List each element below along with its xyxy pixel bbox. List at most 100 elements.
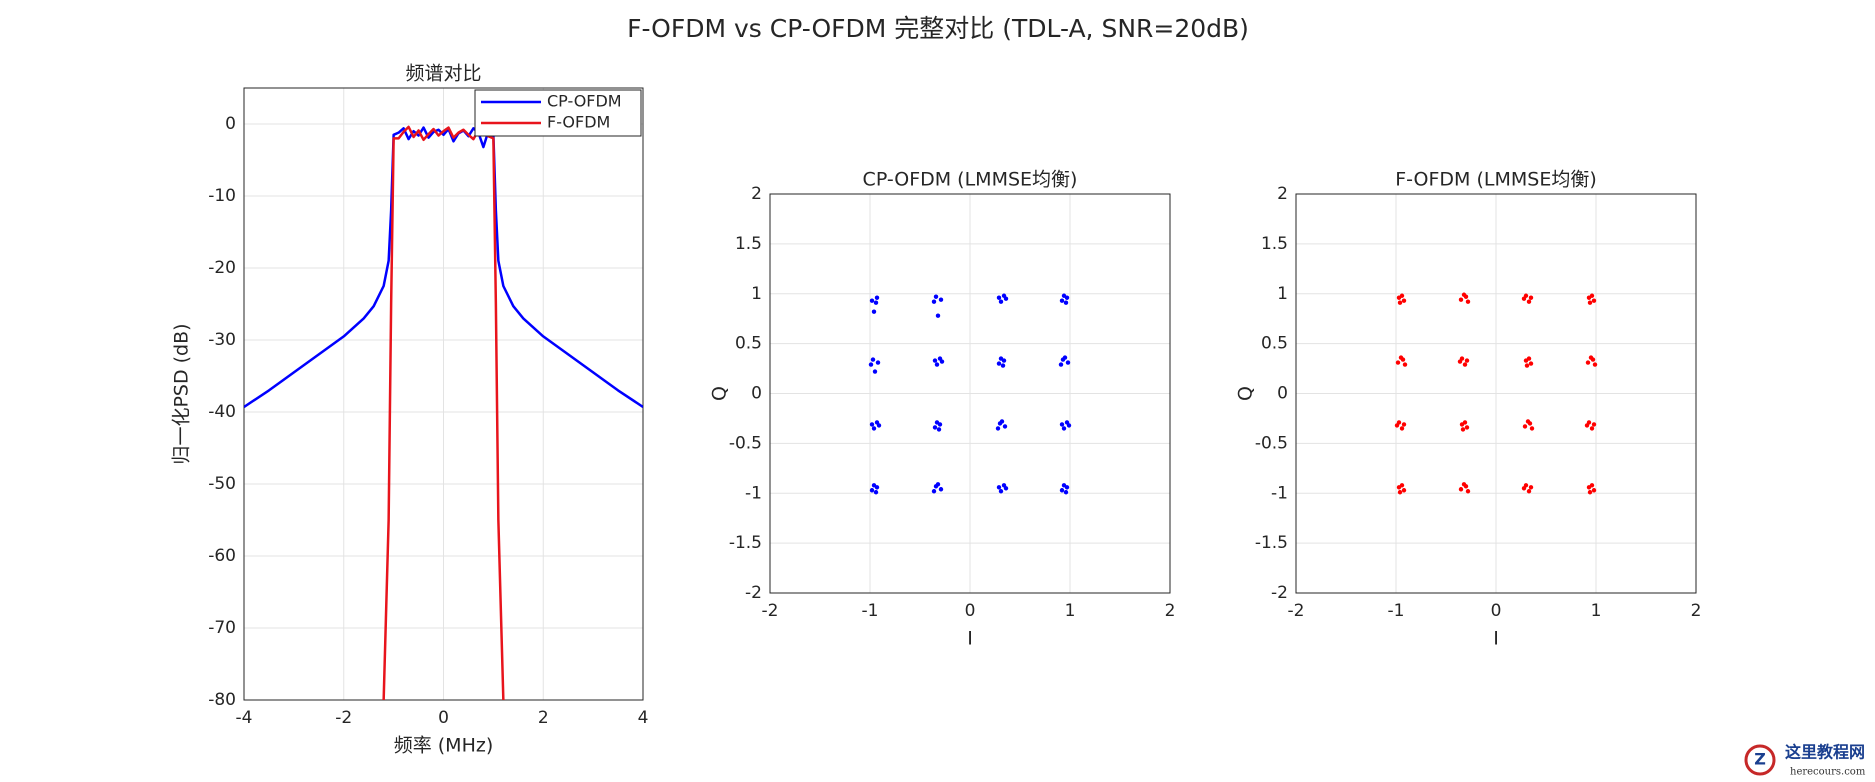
scatter-point xyxy=(1397,300,1403,305)
y-tick-label: -1 xyxy=(1271,483,1288,503)
scatter-point xyxy=(1528,485,1534,490)
scatter-point xyxy=(1401,422,1407,427)
scatter-point xyxy=(1526,489,1532,494)
scatter-point xyxy=(1464,425,1470,430)
scatter-point xyxy=(870,357,876,362)
scatter-point xyxy=(1528,361,1534,366)
scatter-point xyxy=(1588,355,1594,360)
scatter-point xyxy=(998,299,1004,304)
y-tick-label: -1.5 xyxy=(729,533,762,553)
scatter-point xyxy=(874,420,880,425)
scatter-point xyxy=(1001,483,1007,488)
y-tick-label: 0.5 xyxy=(1261,334,1288,354)
y-tick-label: -2 xyxy=(1271,583,1288,603)
legend-label: CP-OFDM xyxy=(547,92,622,111)
scatter-point xyxy=(937,356,943,361)
scatter-point xyxy=(1402,362,1408,367)
y-tick-label: 0 xyxy=(751,384,762,404)
scatter-point xyxy=(935,313,941,318)
scatter-point xyxy=(1000,363,1006,368)
scatter-point xyxy=(1001,293,1007,298)
scatter-point xyxy=(1528,295,1534,300)
scatter-point xyxy=(1459,356,1465,361)
scatter-point xyxy=(1525,419,1531,424)
scatter-point xyxy=(935,482,941,487)
scatter-point xyxy=(1399,483,1405,488)
y-tick-label: -30 xyxy=(208,330,236,350)
scatter-point xyxy=(1401,298,1407,303)
scatter-point xyxy=(1063,300,1069,305)
y-tick-label: 0 xyxy=(225,114,236,134)
scatter-point xyxy=(1061,293,1067,298)
scatter-point xyxy=(1458,297,1464,302)
scatter-point xyxy=(1465,489,1471,494)
scatter-point xyxy=(871,483,877,488)
y-tick-label: 0.5 xyxy=(735,334,762,354)
scatter-point xyxy=(996,295,1002,300)
scatter-point xyxy=(869,488,875,493)
scatter-point xyxy=(1585,360,1591,365)
scatter-point xyxy=(996,485,1002,490)
x-axis-label: 频率 (MHz) xyxy=(394,735,494,757)
scatter-point xyxy=(1592,362,1598,367)
scatter-point xyxy=(1523,483,1529,488)
x-tick-label: 1 xyxy=(1591,601,1602,621)
x-tick-label: 2 xyxy=(1691,601,1702,621)
scatter-point xyxy=(1061,426,1067,431)
scatter-point xyxy=(1462,420,1468,425)
scatter-point xyxy=(1464,358,1470,363)
scatter-point xyxy=(1398,355,1404,360)
scatter-point xyxy=(1462,362,1468,367)
y-axis-label: Q xyxy=(709,386,731,401)
x-tick-label: 1 xyxy=(1065,601,1076,621)
x-tick-label: -2 xyxy=(1288,601,1305,621)
scatter-point xyxy=(931,489,937,494)
scatter-point xyxy=(1065,360,1071,365)
scatter-point xyxy=(1064,420,1070,425)
scatter-point xyxy=(1458,487,1464,492)
scatter-point xyxy=(1460,427,1466,432)
scatter-point xyxy=(938,297,944,302)
watermark: Z 这里教程网 herecours.com xyxy=(1744,743,1866,778)
scatter-point xyxy=(869,422,875,427)
scatter-point xyxy=(874,295,880,300)
x-tick-label: 2 xyxy=(538,708,549,728)
y-tick-label: -2 xyxy=(745,583,762,603)
scatter-point xyxy=(873,300,879,305)
y-tick-label: -50 xyxy=(208,474,236,494)
y-tick-label: -10 xyxy=(208,186,236,206)
subplot-title: CP-OFDM (LMMSE均衡) xyxy=(863,169,1078,191)
scatter-point xyxy=(934,420,940,425)
y-tick-label: -1.5 xyxy=(1255,533,1288,553)
scatter-point xyxy=(932,425,938,430)
scatter-point xyxy=(1587,490,1593,495)
scatter-point xyxy=(1002,424,1008,429)
scatter-point xyxy=(1401,488,1407,493)
scatter-point xyxy=(1396,420,1402,425)
watermark-name: 这里教程网 xyxy=(1785,743,1865,762)
scatter-point xyxy=(936,427,942,432)
x-tick-label: 0 xyxy=(1491,601,1502,621)
scatter-point xyxy=(1529,426,1535,431)
scatter-point xyxy=(934,362,940,367)
x-tick-label: -2 xyxy=(335,708,352,728)
axes-frame xyxy=(1295,193,1697,594)
axes-frame xyxy=(243,87,644,701)
scatter-point xyxy=(995,426,1001,431)
legend-label: F-OFDM xyxy=(547,113,610,132)
y-tick-label: 2 xyxy=(751,184,762,204)
scatter-point xyxy=(996,361,1002,366)
y-axis-label: Q xyxy=(1235,386,1257,401)
scatter-point xyxy=(1589,293,1595,298)
scatter-point xyxy=(1461,482,1467,487)
series-line xyxy=(244,126,643,409)
scatter-point xyxy=(1587,300,1593,305)
y-tick-label: -20 xyxy=(208,258,236,278)
y-tick-label: 1 xyxy=(751,284,762,304)
scatter-point xyxy=(869,298,875,303)
scatter-point xyxy=(1591,488,1597,493)
scatter-point xyxy=(871,309,877,314)
watermark-url: herecours.com xyxy=(1790,767,1866,778)
scatter-point xyxy=(1395,360,1401,365)
y-axis-label: 归一化PSD (dB) xyxy=(171,323,193,464)
